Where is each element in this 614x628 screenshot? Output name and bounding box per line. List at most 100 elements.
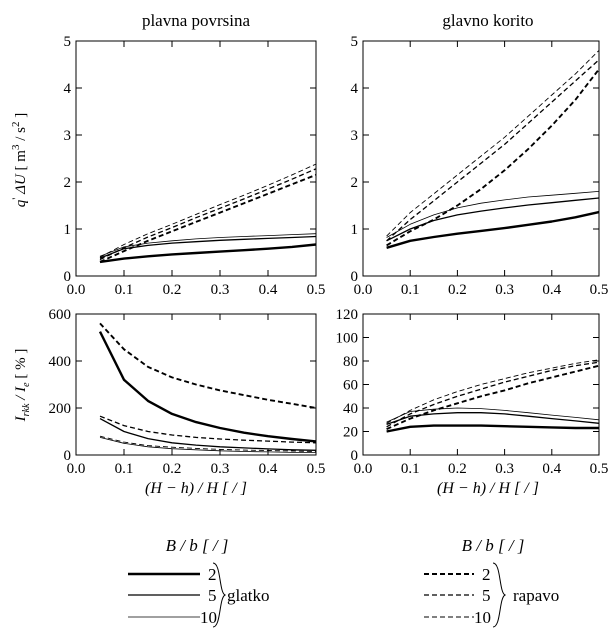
- plot-frame: [362, 40, 600, 277]
- y-tick-label: 400: [49, 354, 72, 370]
- legend-brace-rough: [492, 562, 507, 628]
- y-tick-label: 200: [49, 401, 72, 417]
- series-line-glatko-2: [98, 331, 317, 443]
- x-tick-label: 0.5: [590, 282, 609, 298]
- legend-label-rough-2: 2: [482, 565, 491, 584]
- y-tick-label: 120: [336, 307, 359, 323]
- panel-4: 0.0 0.1 0.2 0.3 0.4 0.5 0 20 40 60 80 100 120: [336, 307, 609, 477]
- x-tick-label: 0.4: [259, 461, 278, 477]
- panel-3: 0.0 0.1 0.2 0.3 0.4 0.5 0 200 400 600: [49, 307, 326, 477]
- y-tick-label: 5: [351, 34, 359, 50]
- y-tick-label: 1: [351, 222, 359, 238]
- x-tick-label: 0.2: [448, 461, 467, 477]
- y-tick-label: 80: [343, 354, 358, 370]
- series-line-glatko-5: [386, 412, 600, 426]
- series-line-glatko-2: [99, 243, 317, 264]
- series-line-glatko-10: [386, 407, 600, 423]
- x-tick-label: 0.2: [163, 282, 182, 298]
- y-tick-label: 0: [351, 448, 359, 464]
- panel-2: 0.0 0.1 0.2 0.3 0.4 0.5 0 1 2 3 4 5: [351, 34, 609, 298]
- x-tick-label: 0.5: [307, 282, 326, 298]
- panel-1: 0.0 0.1 0.2 0.3 0.4 0.5 0 1 2 3 4 5: [64, 34, 326, 298]
- y-tick-label: 2: [351, 175, 359, 191]
- x-tick-label: 0.2: [448, 282, 467, 298]
- svg-text:q' ΔU [ m3 / s2 ]: q' ΔU [ m3 / s2 ]: [9, 113, 29, 208]
- x-tick-label: 0.0: [67, 461, 86, 477]
- series-line-rapavo-2: [99, 174, 317, 263]
- xlabel-left: (H − h) / H [ / ]: [145, 480, 247, 497]
- series-line-rapavo-10: [386, 359, 600, 424]
- series-line-rapavo-2: [99, 322, 317, 409]
- x-tick-label: 0.1: [401, 282, 420, 298]
- series-line-rapavo-10: [99, 435, 317, 452]
- series-line-rapavo-10: [386, 50, 600, 237]
- y-tick-label: 4: [351, 81, 359, 97]
- x-tick-label: 0.1: [115, 461, 134, 477]
- x-tick-label: 0.3: [211, 461, 230, 477]
- ylabel-top: q' ΔU [ m3 / s2 ]: [9, 113, 29, 208]
- series-line-rapavo-5: [386, 361, 600, 428]
- series-line-glatko-2: [386, 210, 600, 249]
- x-tick-label: 0.5: [307, 461, 326, 477]
- legend-label-rough-5: 5: [482, 586, 491, 605]
- x-tick-label: 0.4: [259, 282, 278, 298]
- plot-frame: [75, 313, 317, 456]
- ylabel-bottom: Irkk / Ie [ % ]: [13, 349, 32, 423]
- title-glavno-korito: glavno korito: [442, 11, 533, 30]
- x-tick-label: 0.3: [211, 282, 230, 298]
- y-tick-label: 600: [49, 307, 72, 323]
- series-line-rapavo-2: [386, 68, 600, 247]
- x-tick-label: 0.4: [542, 282, 561, 298]
- series-line-glatko-10: [99, 437, 317, 453]
- xlabel-right: (H − h) / H [ / ]: [437, 480, 539, 497]
- legend-smooth: B / b [ / ] 2 5 10 glatko: [128, 536, 270, 628]
- x-tick-label: 0.4: [542, 461, 561, 477]
- x-tick-label: 0.3: [495, 461, 514, 477]
- y-tick-label: 40: [343, 401, 358, 417]
- y-tick-label: 2: [64, 175, 72, 191]
- series-line-glatko-5: [99, 418, 317, 451]
- x-tick-label: 0.3: [495, 282, 514, 298]
- title-plavna-povrsina: plavna povrsina: [142, 11, 251, 30]
- y-tick-label: 5: [64, 34, 72, 50]
- x-tick-label: 0.1: [401, 461, 420, 477]
- y-tick-label: 0: [64, 269, 72, 285]
- legend-group-rough: rapavo: [513, 586, 559, 605]
- legend-label-rough-10: 10: [474, 608, 491, 627]
- x-tick-label: 0.2: [163, 461, 182, 477]
- series-line-rapavo-5: [386, 59, 600, 242]
- legend-label-smooth-2: 2: [208, 565, 217, 584]
- series-line-rapavo-10: [99, 163, 317, 258]
- y-tick-label: 3: [351, 128, 359, 144]
- x-tick-label: 0.0: [354, 461, 373, 477]
- legend-header-smooth: B / b [ / ]: [166, 536, 229, 555]
- svg-text:Irkk / Ie [ % ]: Irkk / Ie [ % ]: [13, 349, 32, 423]
- legend-group-smooth: glatko: [227, 586, 270, 605]
- legend-header-rough: B / b [ / ]: [462, 536, 525, 555]
- y-tick-label: 4: [64, 81, 72, 97]
- series-line-glatko-2: [386, 424, 599, 433]
- y-tick-label: 100: [336, 331, 359, 347]
- x-tick-label: 0.5: [590, 461, 609, 477]
- x-tick-label: 0.0: [67, 282, 86, 298]
- y-tick-label: 3: [64, 128, 72, 144]
- series-line-rapavo-5: [99, 168, 317, 261]
- series-line-glatko-10: [386, 191, 600, 238]
- plot-frame: [362, 313, 600, 456]
- y-tick-label: 60: [343, 378, 358, 394]
- series-line-rapavo-2: [386, 364, 600, 430]
- legend-brace-smooth: [212, 562, 227, 628]
- y-tick-label: 20: [343, 425, 358, 441]
- x-tick-label: 0.1: [115, 282, 134, 298]
- plot-frame: [75, 40, 317, 277]
- legend-label-smooth-5: 5: [208, 586, 217, 605]
- series-line-glatko-10: [99, 233, 317, 257]
- y-tick-label: 0: [351, 269, 359, 285]
- y-tick-label: 0: [64, 448, 72, 464]
- y-tick-label: 1: [64, 222, 72, 238]
- series-line-glatko-5: [99, 235, 317, 259]
- legend-label-smooth-10: 10: [200, 608, 217, 627]
- x-tick-label: 0.0: [354, 282, 373, 298]
